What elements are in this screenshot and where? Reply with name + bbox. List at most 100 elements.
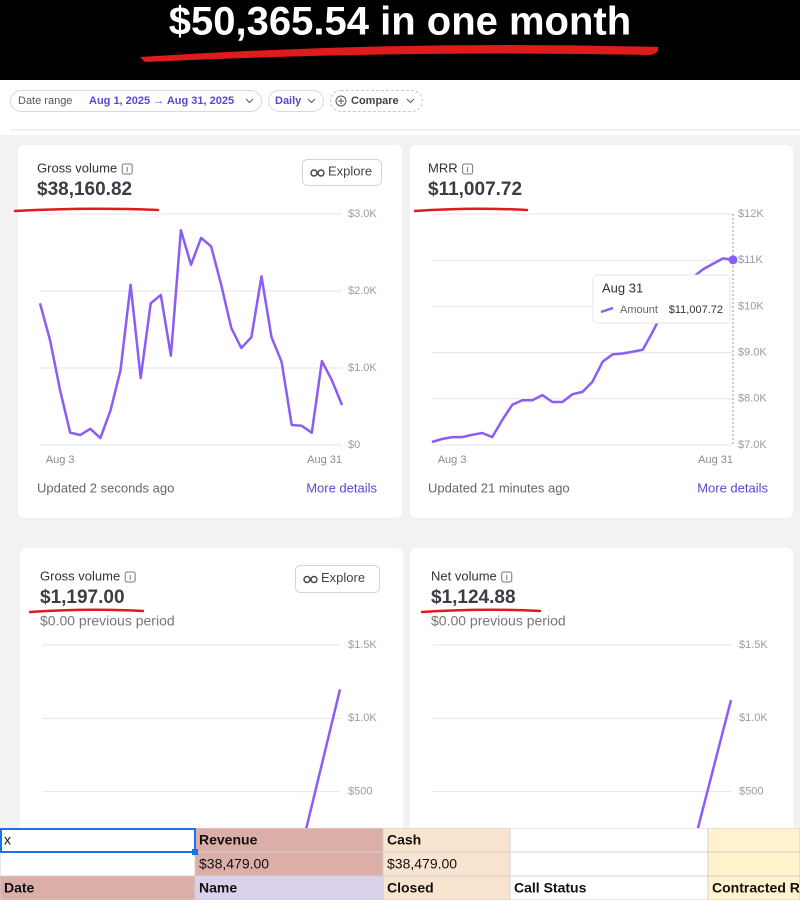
card-subtitle: $0.00 previous period bbox=[431, 613, 566, 629]
tooltip-value: $11,007.72 bbox=[669, 304, 723, 316]
x-tick-label: Aug 31 bbox=[698, 454, 733, 466]
spreadsheet: x Revenue Cash $38,479.00 $38,479.00 Date Name… bbox=[0, 828, 800, 900]
sheet-cell bbox=[382, 828, 511, 853]
binoculars-icon bbox=[303, 575, 311, 584]
selected-cell bbox=[0, 828, 196, 853]
info-icon bbox=[121, 163, 133, 175]
binoculars-icon bbox=[310, 169, 318, 177]
card-title: Gross volume bbox=[37, 160, 117, 175]
card bbox=[410, 145, 793, 518]
y-tick-label: $9.0K bbox=[738, 347, 767, 359]
sheet-cell-text: Revenue bbox=[199, 832, 258, 848]
x-tick-label: Aug 31 bbox=[307, 454, 342, 466]
x-tick-label: Aug 3 bbox=[46, 454, 75, 466]
updated-note: Updated 21 minutes ago bbox=[428, 480, 570, 495]
y-tick-label: $12K bbox=[738, 208, 764, 220]
sheet-cell bbox=[509, 828, 709, 853]
info-icon bbox=[462, 163, 474, 175]
y-tick-label: $11K bbox=[738, 254, 764, 266]
compare: Compare bbox=[351, 95, 399, 107]
interval-pill[interactable] bbox=[268, 90, 324, 112]
y-tick-label: $1.0K bbox=[348, 712, 377, 724]
chevron bbox=[245, 98, 254, 104]
info-icon bbox=[501, 571, 513, 583]
sheet-cell bbox=[194, 851, 384, 877]
updated-note: Updated 2 seconds ago bbox=[37, 480, 174, 495]
sheet-cell bbox=[707, 851, 800, 877]
y-tick-label: $3.0K bbox=[348, 208, 377, 220]
selection-handle bbox=[192, 849, 198, 855]
chevron bbox=[307, 98, 316, 104]
card-title: Net volume bbox=[431, 568, 497, 583]
plus-icon bbox=[335, 95, 347, 107]
y-tick-label: $1.0K bbox=[348, 362, 377, 374]
binoculars-icon bbox=[317, 169, 325, 177]
explore-button[interactable] bbox=[302, 159, 382, 186]
sheet-cell bbox=[194, 875, 384, 900]
hover-point bbox=[728, 255, 738, 265]
y-tick-label: $2.0K bbox=[348, 285, 377, 297]
card-value: $1,197.00 bbox=[40, 587, 125, 608]
card-value: $1,124.88 bbox=[431, 587, 516, 608]
info-icon bbox=[124, 571, 136, 583]
sheet-cell-text: x bbox=[4, 832, 11, 848]
card-title: Gross volume bbox=[40, 568, 120, 583]
card bbox=[18, 145, 402, 518]
card-value: $11,007.72 bbox=[428, 179, 522, 200]
sheet-cell bbox=[509, 851, 709, 877]
plus-icon bbox=[338, 98, 344, 104]
sheet-cell-text: $38,479.00 bbox=[199, 856, 269, 872]
more-details-link[interactable]: More details bbox=[306, 480, 377, 495]
tooltip-date: Aug 31 bbox=[602, 280, 643, 295]
explore-label: Explore bbox=[321, 570, 365, 585]
sheet-cell bbox=[509, 875, 709, 900]
explore-label: Explore bbox=[328, 163, 372, 178]
card bbox=[410, 548, 793, 900]
sheet-cell-text: $38,479.00 bbox=[387, 856, 457, 872]
card-subtitle: $0.00 previous period bbox=[40, 613, 175, 629]
y-tick-label: $1.5K bbox=[739, 639, 768, 651]
x-tick-label: Aug 3 bbox=[438, 454, 467, 466]
y-tick-label: $1.5K bbox=[348, 639, 377, 651]
y-tick-label: $8.0K bbox=[738, 393, 767, 405]
sheet-cell bbox=[382, 851, 511, 877]
y-tick-label: $10K bbox=[738, 300, 764, 312]
tooltip bbox=[592, 274, 731, 324]
tooltip-swatch bbox=[600, 306, 614, 314]
card-title: MRR bbox=[428, 160, 458, 175]
sheet-cell-text: Cash bbox=[387, 832, 421, 848]
underline bbox=[420, 608, 542, 614]
sheet-cell-text: Closed bbox=[387, 880, 434, 896]
y-tick-label: $1.0K bbox=[739, 712, 768, 724]
sheet-cell bbox=[0, 828, 196, 853]
y-tick-label: $7.0K bbox=[738, 439, 767, 451]
card-value: $38,160.82 bbox=[37, 179, 132, 200]
underline bbox=[140, 44, 659, 62]
data-line bbox=[38, 228, 344, 440]
explore-button[interactable] bbox=[295, 565, 380, 593]
compare-pill[interactable] bbox=[330, 90, 423, 112]
toolbar: Date range Aug 1, 2025 → Aug 31, 2025 Da… bbox=[10, 90, 423, 112]
interval: Daily bbox=[275, 95, 302, 107]
tooltip-name: Amount bbox=[620, 304, 658, 316]
sheet-cell-text: Name bbox=[199, 880, 237, 896]
sheet-cell bbox=[0, 875, 196, 900]
underline bbox=[28, 608, 145, 614]
sheet-cell bbox=[707, 828, 800, 853]
more-details-link[interactable]: More details bbox=[697, 480, 768, 495]
y-tick-label: $500 bbox=[348, 786, 372, 798]
sheet-cell bbox=[194, 828, 384, 853]
card bbox=[20, 548, 403, 900]
sheet-cell bbox=[707, 875, 800, 900]
date-range-pill[interactable] bbox=[10, 90, 262, 112]
sheet-cell bbox=[382, 875, 511, 900]
chevron bbox=[406, 98, 415, 104]
date-range-label: Date range bbox=[18, 95, 72, 107]
y-tick-label: $0 bbox=[348, 439, 360, 451]
sheet-cell-text: Date bbox=[4, 880, 35, 896]
banner bbox=[0, 0, 800, 80]
underline bbox=[13, 207, 160, 213]
sheet-cell-text: Contracted Revenue bbox=[712, 880, 800, 896]
